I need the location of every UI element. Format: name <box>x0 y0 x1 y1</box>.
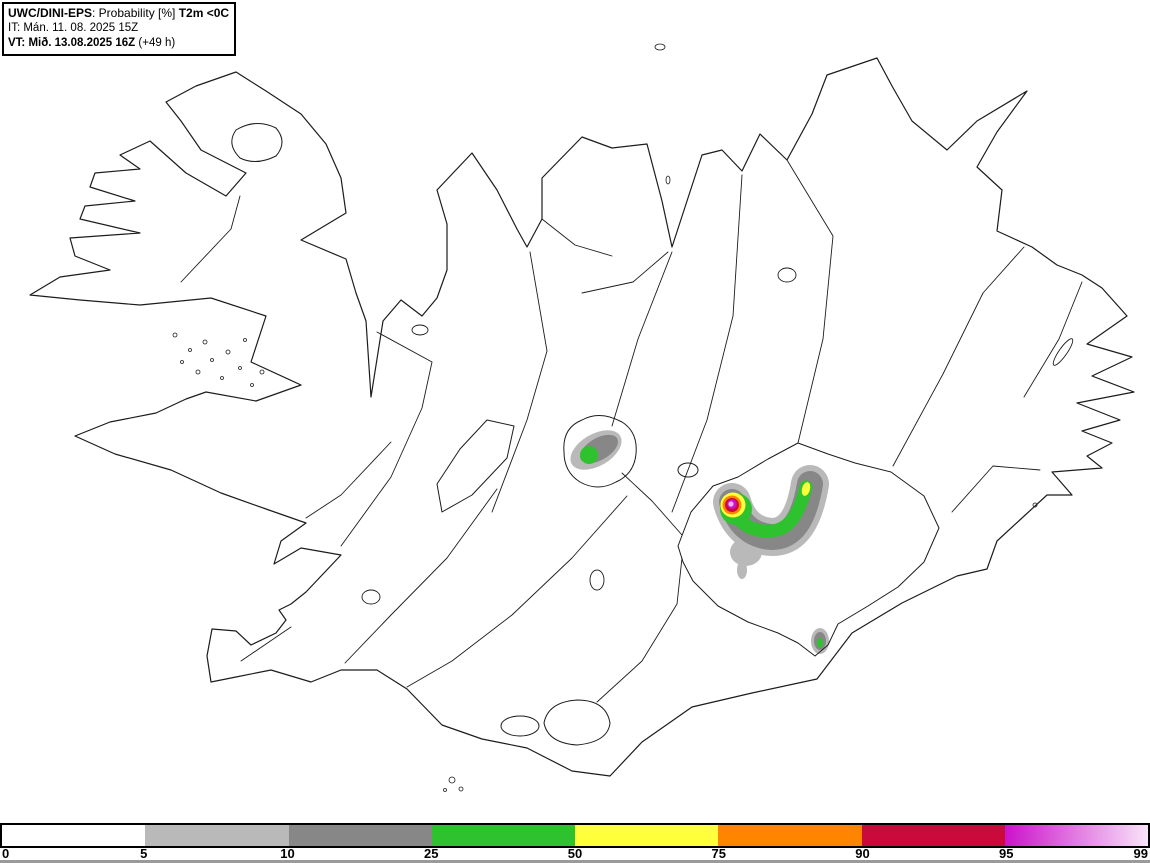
lake-myvatn <box>777 267 797 283</box>
model-name: UWC/DINI-EPS <box>8 6 92 20</box>
island-vestmannaeyjar <box>448 776 456 784</box>
legend-segment-50-75 <box>575 825 719 846</box>
island-grimsey <box>654 43 666 51</box>
island-hrisey <box>665 175 671 185</box>
prob-99-layer <box>728 501 734 507</box>
glacier-eyjafjallajokull <box>500 715 540 737</box>
product-label: Probability [%] <box>98 6 176 20</box>
islands <box>172 43 1038 792</box>
legend-bar <box>0 823 1150 848</box>
legend-segment-25-50 <box>431 825 575 846</box>
legend-tick-95: 95 <box>999 846 1014 861</box>
legend-segment-75-90 <box>718 825 862 846</box>
legend-tick-99: 99 <box>1133 846 1148 861</box>
parameter-label: T2m <0C <box>178 6 230 20</box>
glacier-vatnajokull <box>677 442 940 657</box>
legend-tick-0: 0 <box>2 846 10 861</box>
lakes <box>361 267 1074 605</box>
legend-segment-95-99 <box>1004 825 1148 846</box>
legend-tick-10: 10 <box>280 846 295 861</box>
legend-baseline <box>0 860 1150 863</box>
legend-tick-50: 50 <box>567 846 583 861</box>
title-box: UWC/DINI-EPS: Probability [%] T2m <0C IT… <box>2 2 237 56</box>
glacier-hofsjokull <box>563 415 637 488</box>
probability-shading <box>570 430 829 654</box>
island-papey <box>1032 502 1038 508</box>
probability-colorbar: 0 5 10 25 50 75 90 95 99 <box>0 823 1150 863</box>
lake-hop <box>411 324 429 336</box>
iceland-coastline <box>29 57 1135 777</box>
init-time-line: IT: Mán. 11. 08. 2025 15Z <box>8 22 139 34</box>
legend-segment-0-5 <box>2 825 146 846</box>
map-title: UWC/DINI-EPS: Probability [%] T2m <0C <box>8 6 230 20</box>
valid-time-line: VT: Mið. 13.08.2025 16Z (+49 h) <box>8 37 176 49</box>
glacier-myrdalsjokull <box>543 699 611 746</box>
glacier-langjokull <box>436 419 515 513</box>
interior-boundary-lines <box>180 159 1083 703</box>
legend-ticks: 0 5 10 25 50 75 90 95 99 <box>0 847 1150 860</box>
glacier-drangajokull <box>231 123 283 162</box>
legend-tick-5: 5 <box>140 846 148 861</box>
prob-10-layer <box>580 434 826 650</box>
legend-tick-75: 75 <box>711 846 726 861</box>
legend-tick-25: 25 <box>424 846 439 861</box>
iceland-probability-map <box>29 43 1135 792</box>
lake-thingvallavatn <box>361 589 381 605</box>
legend-segment-90-95 <box>861 825 1005 846</box>
lake-lagarfljot <box>1052 338 1074 366</box>
legend-segment-5-10 <box>145 825 289 846</box>
glacier-tungnafellsjokull <box>677 462 699 478</box>
glacier-outlines <box>231 123 940 746</box>
lake-thorisvatn <box>589 569 605 591</box>
legend-tick-90: 90 <box>855 846 870 861</box>
legend-segment-10-25 <box>288 825 432 846</box>
